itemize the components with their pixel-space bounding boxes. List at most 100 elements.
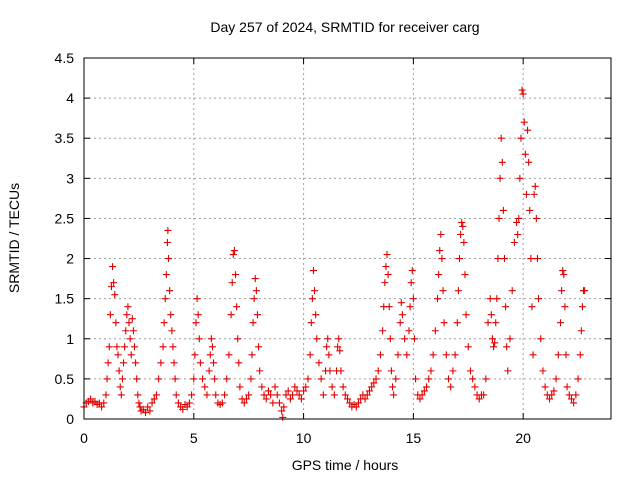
x-tick-label: 20	[515, 430, 531, 446]
data-point	[563, 383, 571, 391]
data-point	[106, 311, 114, 319]
data-point	[488, 335, 496, 343]
data-point	[122, 327, 130, 335]
data-point	[532, 214, 540, 222]
data-point	[280, 403, 288, 411]
data-point	[387, 367, 395, 375]
data-point	[546, 395, 554, 403]
data-point	[423, 383, 431, 391]
axis-ticks: 0 0.5 1 1.5 2 2.5 3 3.5 4 4.5 0 5 10 15 20	[55, 50, 611, 446]
data-point	[352, 403, 360, 411]
data-point	[565, 391, 573, 399]
data-point	[530, 190, 538, 198]
data-point	[105, 343, 113, 351]
data-point	[124, 303, 132, 311]
data-point	[317, 375, 325, 383]
data-point	[275, 399, 283, 407]
data-point	[313, 335, 321, 343]
data-point	[520, 118, 528, 126]
data-point	[498, 158, 506, 166]
data-point	[323, 343, 331, 351]
data-point	[328, 383, 336, 391]
data-point	[437, 230, 445, 238]
data-point	[240, 399, 248, 407]
data-point	[361, 395, 369, 403]
data-point	[408, 267, 416, 275]
data-point	[396, 319, 404, 327]
data-point	[558, 287, 566, 295]
data-point	[578, 303, 586, 311]
x-axis-label: GPS time / hours	[292, 457, 399, 473]
data-point	[502, 303, 510, 311]
data-point	[354, 399, 362, 407]
data-point	[289, 391, 297, 399]
data-point	[260, 391, 268, 399]
data-point	[398, 311, 406, 319]
data-point	[344, 395, 351, 403]
data-point	[165, 255, 173, 263]
data-point	[455, 255, 463, 263]
data-point	[171, 375, 179, 383]
data-point	[300, 387, 308, 395]
data-point	[245, 391, 253, 399]
data-point	[346, 399, 354, 407]
data-point	[230, 247, 238, 255]
data-point	[491, 339, 499, 347]
data-point	[308, 295, 316, 303]
data-point	[179, 405, 187, 413]
data-point	[469, 375, 477, 383]
data-point	[440, 319, 448, 327]
data-point	[436, 247, 444, 255]
data-point	[170, 359, 178, 367]
data-point	[531, 182, 539, 190]
data-point	[253, 311, 261, 319]
data-point	[581, 287, 589, 295]
data-point	[172, 391, 180, 399]
data-point	[113, 343, 121, 351]
data-point	[442, 351, 450, 359]
data-point	[157, 359, 165, 367]
data-point	[267, 391, 275, 399]
data-point	[529, 351, 537, 359]
data-point	[459, 222, 467, 230]
data-point	[98, 403, 106, 411]
data-point	[560, 271, 568, 279]
data-point	[368, 383, 376, 391]
data-point	[576, 351, 584, 359]
data-point	[335, 335, 343, 343]
data-point	[87, 395, 95, 403]
data-point	[112, 319, 120, 327]
data-point	[235, 359, 243, 367]
data-point	[278, 407, 286, 415]
data-point	[438, 255, 446, 263]
data-point	[293, 387, 301, 395]
data-point	[499, 206, 507, 214]
data-point	[339, 383, 347, 391]
x-tick-label: 10	[296, 430, 312, 446]
data-point	[297, 395, 305, 403]
data-point	[242, 395, 250, 403]
gridlines	[84, 58, 611, 419]
data-point	[381, 279, 389, 287]
data-point	[493, 295, 501, 303]
data-point	[225, 351, 233, 359]
data-point	[495, 214, 503, 222]
data-point	[501, 255, 509, 263]
data-point	[439, 287, 447, 295]
data-point	[556, 319, 564, 327]
data-point	[161, 295, 169, 303]
data-point	[462, 311, 470, 319]
data-point	[252, 287, 260, 295]
data-point	[114, 351, 122, 359]
data-point	[121, 343, 129, 351]
data-point	[384, 271, 392, 279]
data-point	[111, 291, 119, 299]
data-point	[324, 335, 332, 343]
data-point	[561, 303, 569, 311]
data-point	[513, 218, 521, 226]
data-point	[521, 150, 529, 158]
data-point	[425, 375, 433, 383]
data-point	[100, 399, 108, 407]
data-point	[525, 158, 533, 166]
data-point	[341, 391, 349, 399]
